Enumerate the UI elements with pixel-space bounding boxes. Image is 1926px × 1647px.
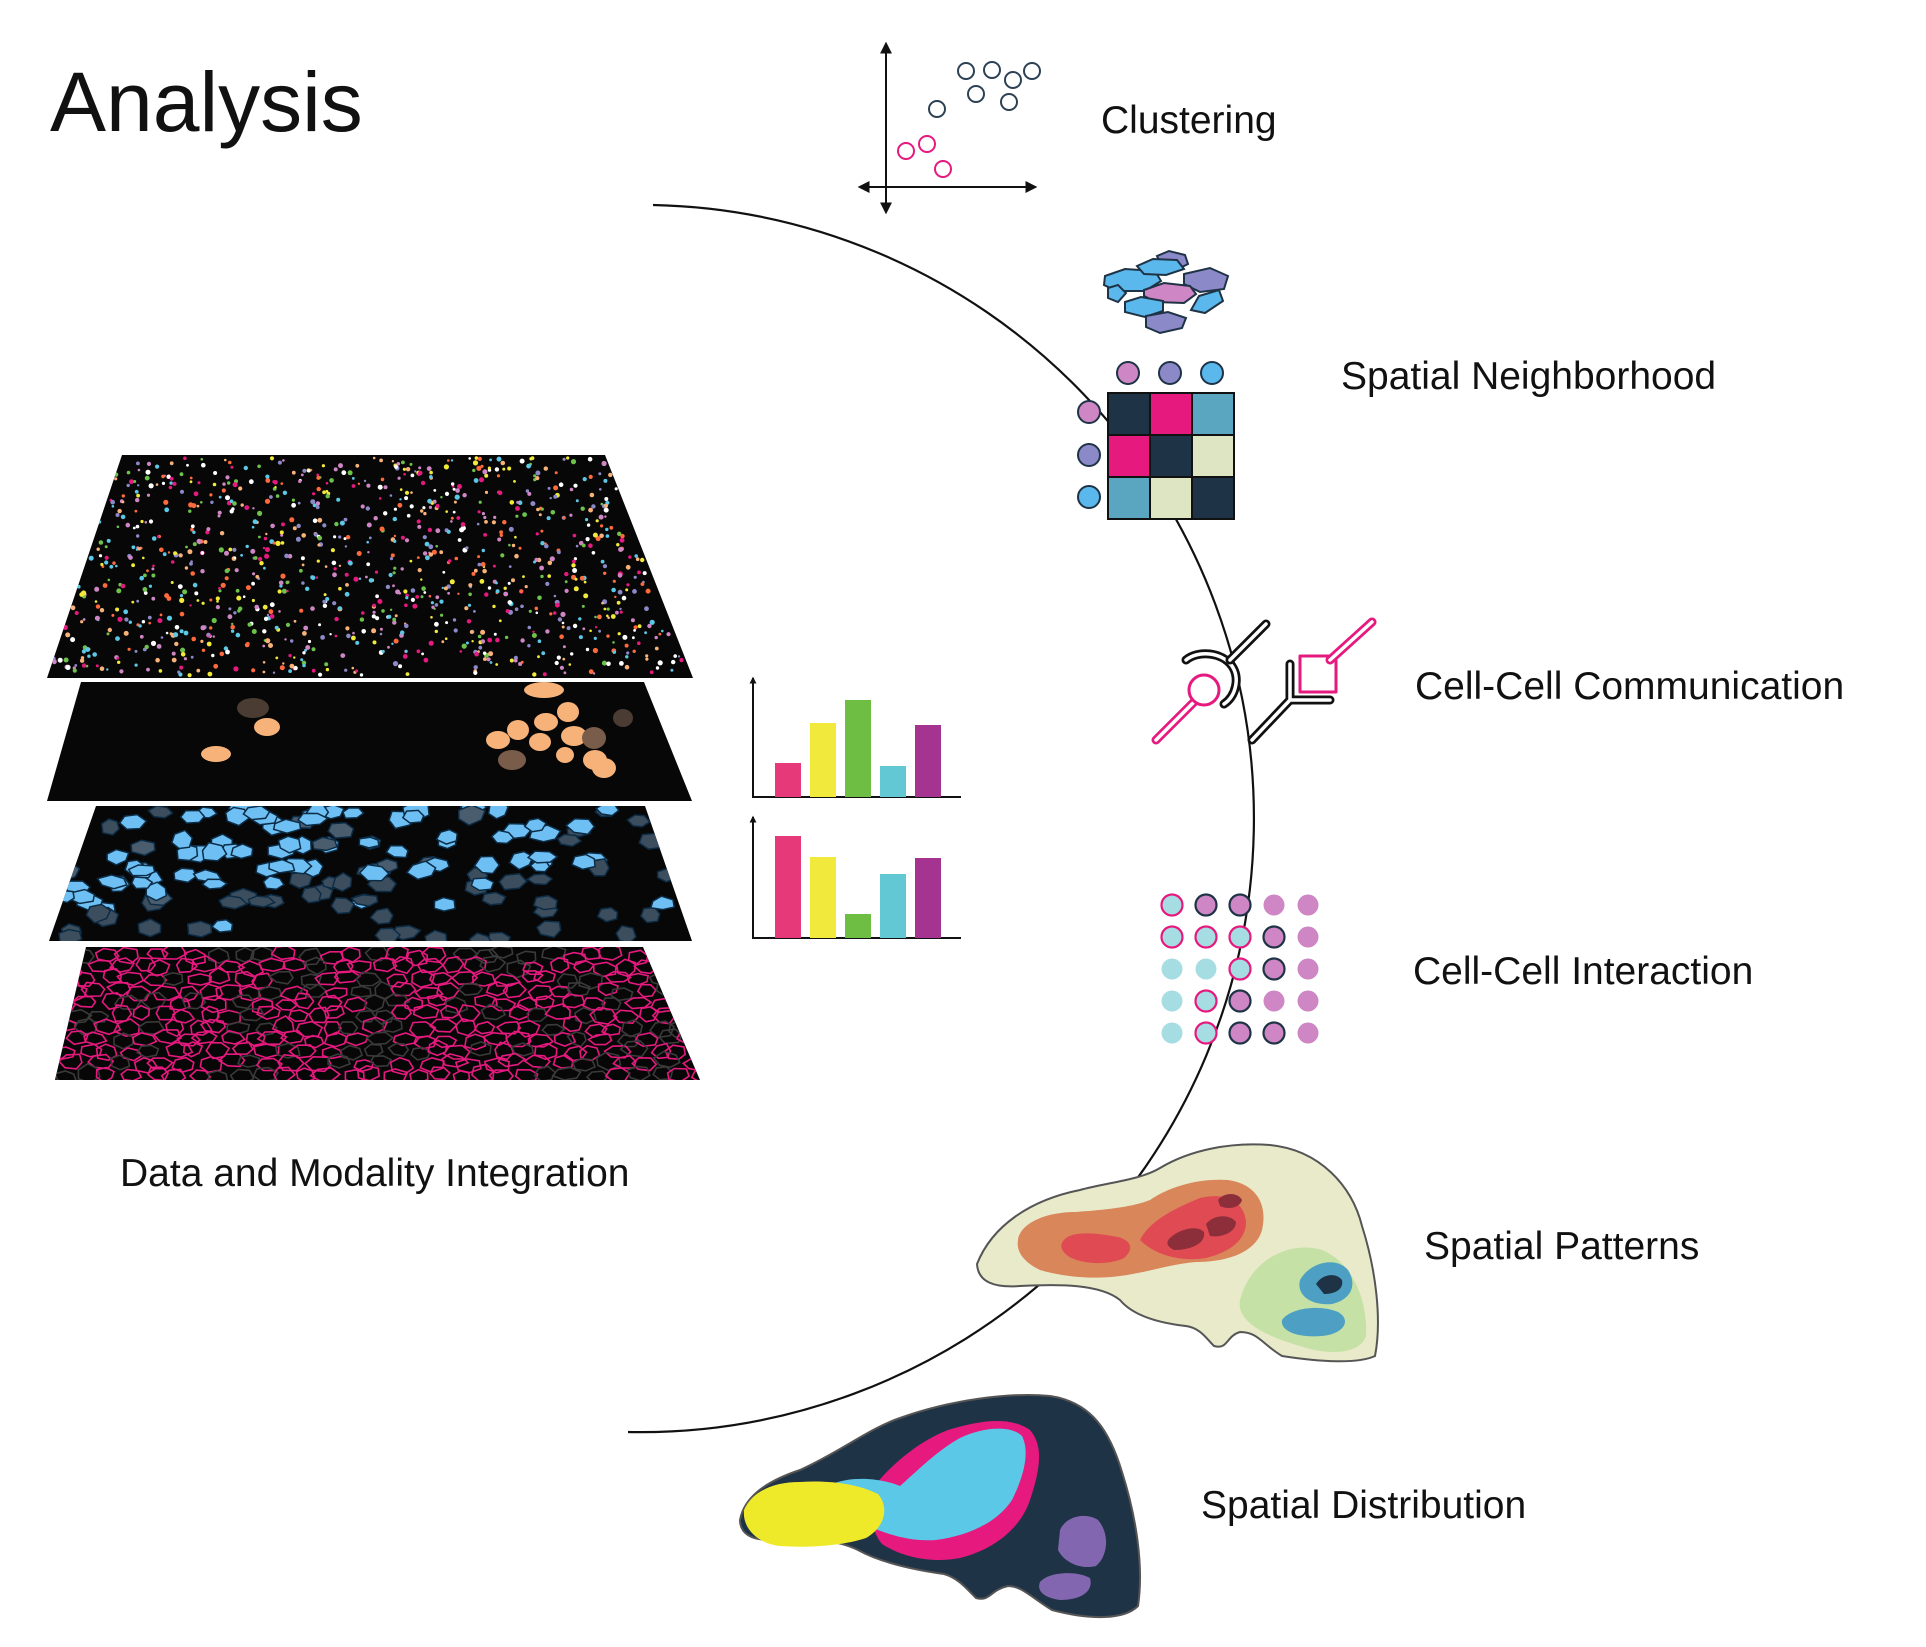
bar-chart-bottom-icon xyxy=(749,815,961,939)
integration-label: Data and Modality Integration xyxy=(120,1152,630,1195)
cell-cell-interaction-label: Cell-Cell Interaction xyxy=(1413,950,1754,993)
ligand-receptor-icon xyxy=(1151,617,1377,745)
clustering-label: Clustering xyxy=(1101,99,1277,142)
divider-arc xyxy=(627,203,1256,1434)
neighborhood-matrix-icon xyxy=(1077,361,1235,520)
layer-segmented-cells xyxy=(49,806,692,941)
spatial-neighborhood-label: Spatial Neighborhood xyxy=(1341,355,1717,398)
spatial-patterns-label: Spatial Patterns xyxy=(1424,1225,1700,1268)
neighborhood-cells-icon xyxy=(1102,249,1230,335)
tissue-regions-icon xyxy=(738,1393,1141,1618)
cell-cell-communication-label: Cell-Cell Communication xyxy=(1415,665,1845,708)
layer-selected-cells xyxy=(47,682,692,801)
layer-cell-boundaries xyxy=(55,947,700,1080)
scatter-plot-icon xyxy=(857,41,1041,215)
spatial-distribution-label: Spatial Distribution xyxy=(1201,1484,1527,1527)
page-title: Analysis xyxy=(50,55,363,149)
layer-transcripts xyxy=(47,455,693,678)
bar-chart-top-icon xyxy=(749,676,961,798)
dot-grid-icon xyxy=(1160,893,1319,1045)
tissue-heatmap-icon xyxy=(975,1143,1379,1363)
